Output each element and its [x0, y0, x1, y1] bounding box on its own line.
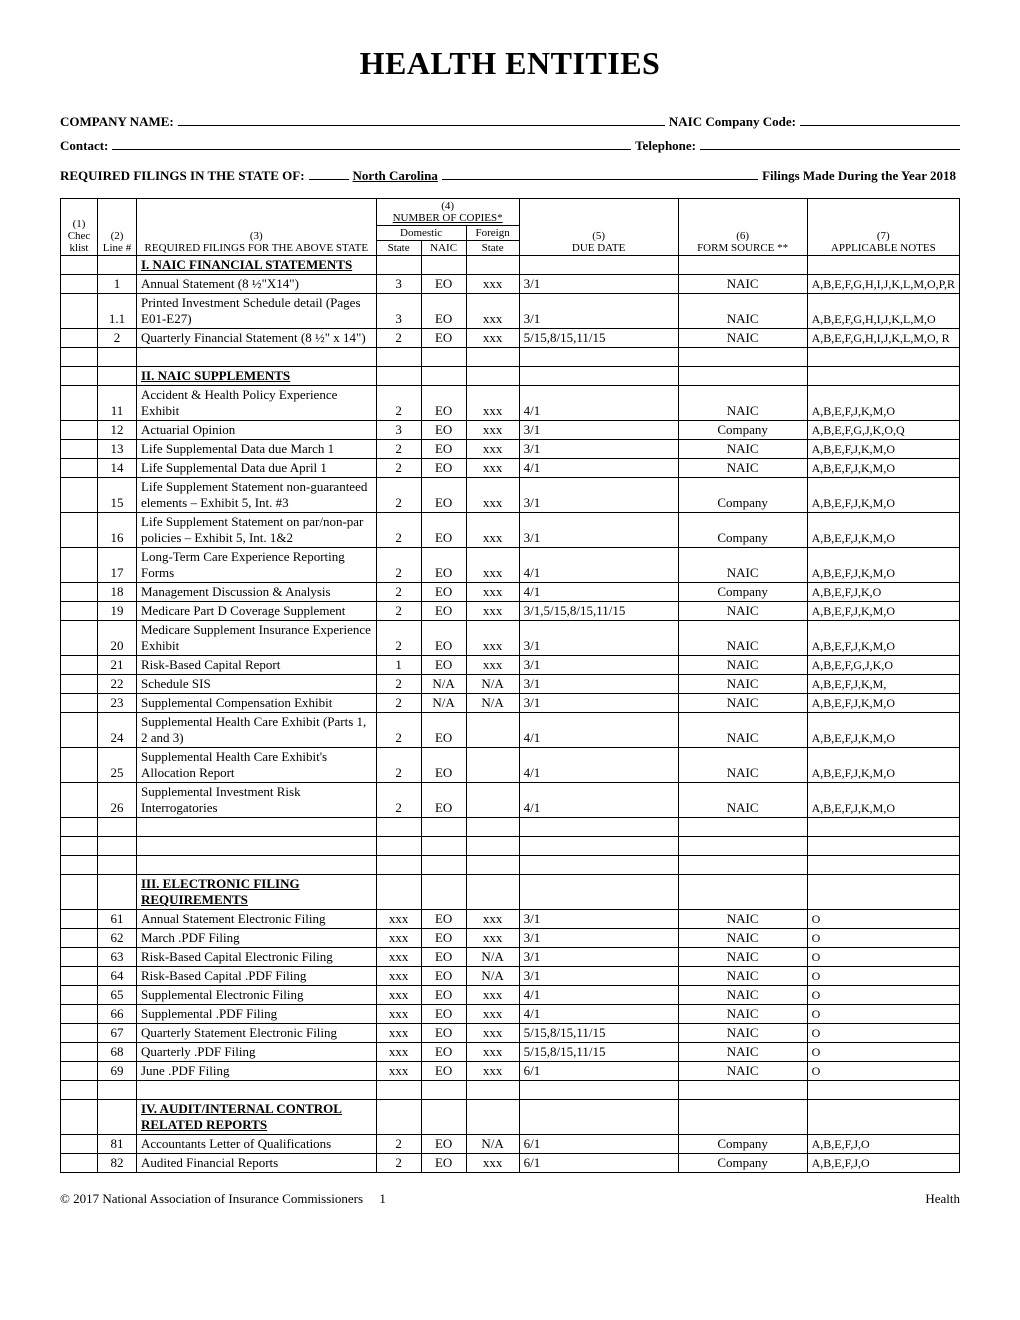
blank-row: [61, 348, 960, 367]
table-row: 26Supplemental Investment Risk Interroga…: [61, 783, 960, 818]
table-row: 2Quarterly Financial Statement (8 ½" x 1…: [61, 329, 960, 348]
footer-copyright: © 2017 National Association of Insurance…: [60, 1191, 363, 1206]
table-row: 63Risk-Based Capital Electronic Filingxx…: [61, 948, 960, 967]
section-header-row: I. NAIC FINANCIAL STATEMENTS: [61, 256, 960, 275]
table-row: 12Actuarial Opinion3EOxxx3/1CompanyA,B,E…: [61, 421, 960, 440]
section-header-row: IV. AUDIT/INTERNAL CONTROL RELATED REPOR…: [61, 1100, 960, 1135]
table-row: 1Annual Statement (8 ½"X14")3EOxxx3/1NAI…: [61, 275, 960, 294]
table-row: 61Annual Statement Electronic FilingxxxE…: [61, 910, 960, 929]
company-name-label: COMPANY NAME:: [60, 114, 174, 130]
table-row: 16Life Supplement Statement on par/non-p…: [61, 513, 960, 548]
table-row: 11Accident & Health Policy Experience Ex…: [61, 386, 960, 421]
table-row: 20Medicare Supplement Insurance Experien…: [61, 621, 960, 656]
table-row: 24Supplemental Health Care Exhibit (Part…: [61, 713, 960, 748]
section-header-row: III. ELECTRONIC FILING REQUIREMENTS: [61, 875, 960, 910]
table-row: 22Schedule SIS2N/AN/A3/1NAICA,B,E,F,J,K,…: [61, 675, 960, 694]
year-label: Filings Made During the Year 2018: [762, 168, 956, 184]
table-row: 14Life Supplemental Data due April 12EOx…: [61, 459, 960, 478]
table-row: 23Supplemental Compensation Exhibit2N/AN…: [61, 694, 960, 713]
table-row: 25Supplemental Health Care Exhibit's All…: [61, 748, 960, 783]
section-title: I. NAIC FINANCIAL STATEMENTS: [137, 256, 377, 275]
table-row: 81Accountants Letter of Qualifications2E…: [61, 1135, 960, 1154]
section-header-row: II. NAIC SUPPLEMENTS: [61, 367, 960, 386]
table-row: 69June .PDF FilingxxxEOxxx6/1NAICO: [61, 1062, 960, 1081]
section-title: II. NAIC SUPPLEMENTS: [137, 367, 377, 386]
table-row: 17Long-Term Care Experience Reporting Fo…: [61, 548, 960, 583]
page-title: HEALTH ENTITIES: [60, 45, 960, 82]
contact-row: Contact: Telephone:: [60, 136, 960, 154]
contact-blank: [112, 136, 631, 150]
contact-label: Contact:: [60, 138, 108, 154]
col-checklist: (1)Chec klist: [61, 199, 98, 256]
page-footer: © 2017 National Association of Insurance…: [60, 1191, 960, 1207]
table-row: 67Quarterly Statement Electronic Filingx…: [61, 1024, 960, 1043]
state-blank-right: [442, 166, 758, 180]
col-dom-state: State: [376, 241, 421, 256]
naic-code-blank: [800, 112, 960, 126]
col-notes: (7)APPLICABLE NOTES: [807, 199, 959, 256]
table-row: 66Supplemental .PDF FilingxxxEOxxx4/1NAI…: [61, 1005, 960, 1024]
col-copies: (4)NUMBER OF COPIES*: [376, 199, 519, 226]
company-name-row: COMPANY NAME: NAIC Company Code:: [60, 112, 960, 130]
telephone-blank: [700, 136, 960, 150]
blank-row: [61, 818, 960, 837]
table-body: I. NAIC FINANCIAL STATEMENTS1Annual Stat…: [61, 256, 960, 1173]
footer-right: Health: [925, 1191, 960, 1207]
col-source: (6)FORM SOURCE **: [678, 199, 807, 256]
col-for-state: State: [466, 241, 519, 256]
col-foreign: Foreign: [466, 226, 519, 241]
table-row: 13Life Supplemental Data due March 12EOx…: [61, 440, 960, 459]
table-row: 1.1Printed Investment Schedule detail (P…: [61, 294, 960, 329]
table-row: 82Audited Financial Reports2EOxxx6/1Comp…: [61, 1154, 960, 1173]
table-row: 68Quarterly .PDF FilingxxxEOxxx5/15,8/15…: [61, 1043, 960, 1062]
col-due: (5)DUE DATE: [519, 199, 678, 256]
state-name: North Carolina: [353, 168, 438, 184]
col-domestic: Domestic: [376, 226, 466, 241]
blank-row: [61, 1081, 960, 1100]
section-title: III. ELECTRONIC FILING REQUIREMENTS: [137, 875, 377, 910]
required-filings-label: REQUIRED FILINGS IN THE STATE OF:: [60, 168, 305, 184]
footer-page: 1: [379, 1191, 386, 1206]
table-row: 64Risk-Based Capital .PDF FilingxxxEON/A…: [61, 967, 960, 986]
col-line: (2)Line #: [98, 199, 137, 256]
table-row: 18Management Discussion & Analysis2EOxxx…: [61, 583, 960, 602]
state-blank-left: [309, 166, 349, 180]
company-name-blank: [178, 112, 665, 126]
col-desc: (3)REQUIRED FILINGS FOR THE ABOVE STATE: [137, 199, 377, 256]
blank-row: [61, 856, 960, 875]
blank-row: [61, 837, 960, 856]
filings-table: (1)Chec klist (2)Line # (3)REQUIRED FILI…: [60, 198, 960, 1173]
table-header: (1)Chec klist (2)Line # (3)REQUIRED FILI…: [61, 199, 960, 256]
telephone-label: Telephone:: [635, 138, 696, 154]
col-dom-naic: NAIC: [421, 241, 466, 256]
table-row: 21Risk-Based Capital Report1EOxxx3/1NAIC…: [61, 656, 960, 675]
required-filings-row: REQUIRED FILINGS IN THE STATE OF: North …: [60, 166, 960, 184]
table-row: 62March .PDF FilingxxxEOxxx3/1NAICO: [61, 929, 960, 948]
section-title: IV. AUDIT/INTERNAL CONTROL RELATED REPOR…: [137, 1100, 377, 1135]
naic-code-label: NAIC Company Code:: [669, 114, 796, 130]
table-row: 15Life Supplement Statement non-guarante…: [61, 478, 960, 513]
table-row: 65Supplemental Electronic FilingxxxEOxxx…: [61, 986, 960, 1005]
table-row: 19Medicare Part D Coverage Supplement2EO…: [61, 602, 960, 621]
